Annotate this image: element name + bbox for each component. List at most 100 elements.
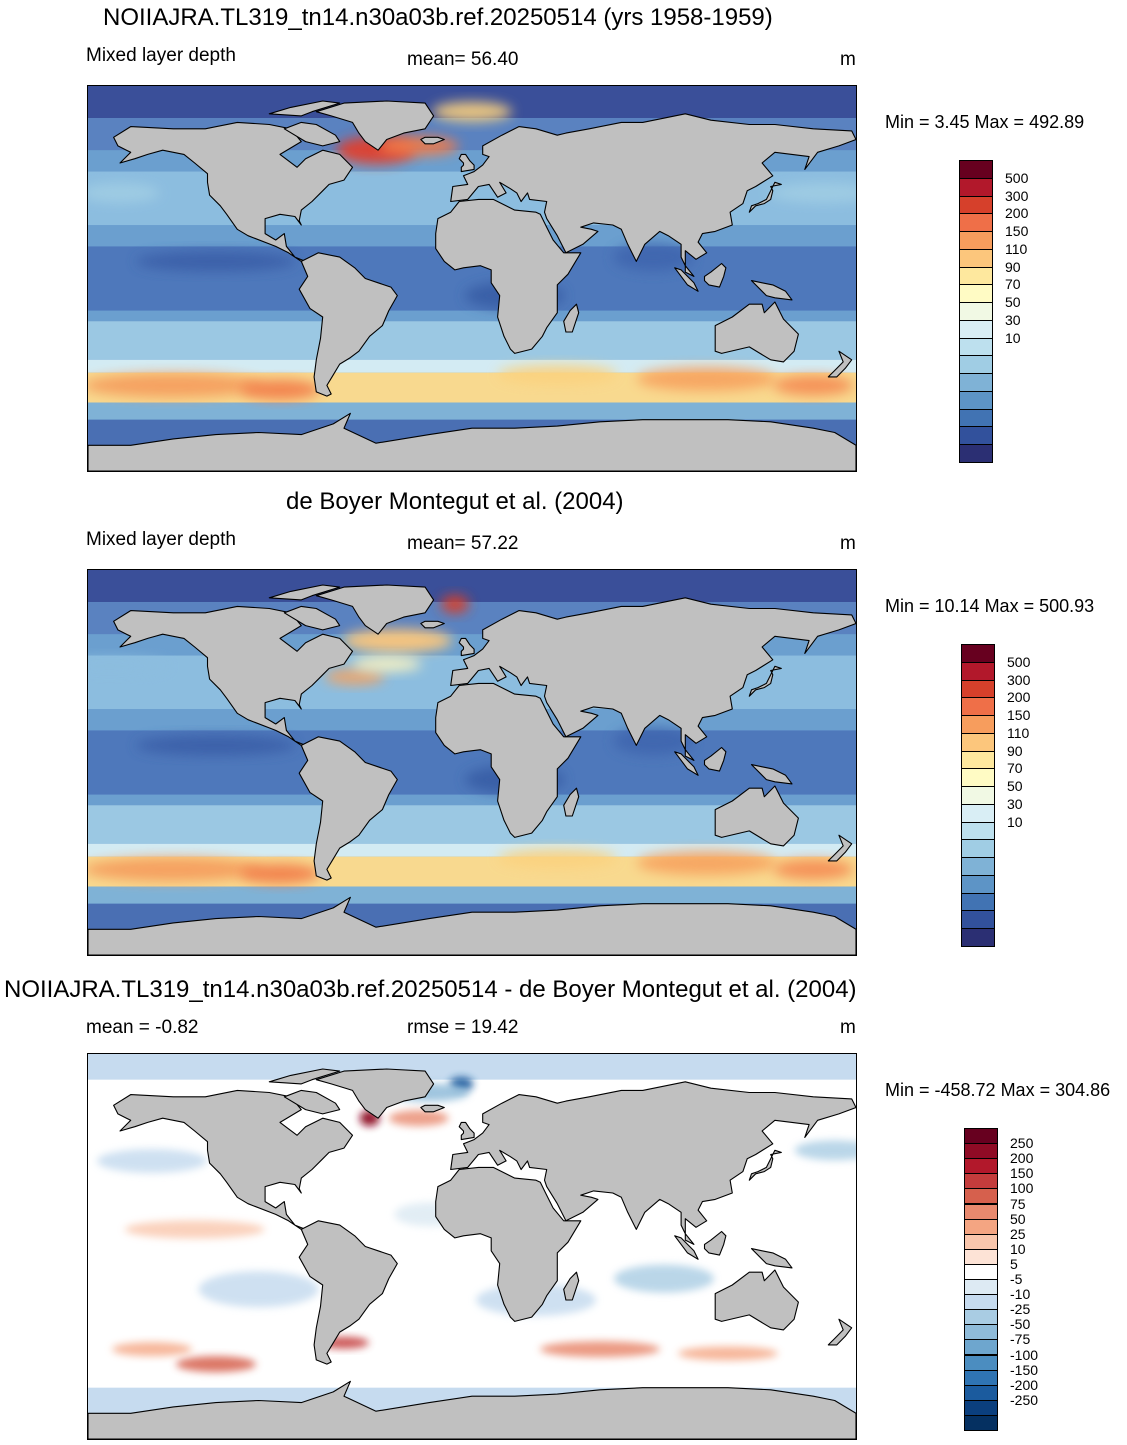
ocean-field-patch	[794, 1140, 856, 1161]
land-iceland	[420, 136, 445, 145]
ocean-field-patch	[636, 367, 777, 392]
land-northAmerica	[113, 605, 354, 746]
colorbar-swatch	[961, 892, 995, 912]
land-greenland	[315, 584, 435, 635]
colorbar-swatch	[964, 1279, 998, 1296]
colorbar-swatch	[959, 444, 993, 463]
panel-3-mean-label: mean = -0.82	[86, 1017, 199, 1038]
nordic-sea-patch	[432, 101, 512, 122]
colorbar-label: 75	[1010, 1195, 1026, 1212]
land-southAmerica	[298, 252, 398, 397]
ocean-field-patch	[112, 1342, 192, 1357]
colorbar-swatch	[964, 1294, 998, 1311]
subantarctic-north-band	[88, 843, 856, 857]
panel-2-map	[87, 569, 857, 956]
land-newGuinea	[750, 1248, 793, 1269]
colorbar-swatch	[964, 1324, 998, 1341]
colorbar-swatch	[961, 839, 995, 859]
colorbar-label: 300	[1005, 187, 1029, 204]
colorbar-label: 50	[1010, 1210, 1026, 1227]
panel-2-minmax: Min = 10.14 Max = 500.93	[885, 596, 1095, 616]
land-japan	[748, 1149, 782, 1181]
ocean-field-patch	[636, 851, 777, 876]
colorbar-swatch	[961, 750, 995, 770]
ocean-field-patch	[240, 379, 320, 400]
colorbar-swatch	[964, 1369, 998, 1386]
colorbar-label: -100	[1010, 1346, 1039, 1363]
colorbar-swatch	[959, 390, 993, 410]
colorbar-label: 150	[1010, 1165, 1034, 1182]
land-iceland	[420, 620, 445, 629]
ocean-field-patch	[240, 863, 320, 884]
ocean-field-patch	[136, 251, 296, 272]
land-newZealand	[827, 1318, 853, 1346]
land-newGuinea	[750, 764, 793, 785]
land-southAmerica	[298, 736, 398, 881]
land-uk	[458, 1121, 475, 1141]
colorbar-swatch	[961, 821, 995, 841]
colorbar-swatch	[964, 1384, 998, 1401]
colorbar-swatch	[959, 248, 993, 268]
colorbar-swatch	[964, 1414, 998, 1431]
irminger-sea-patch	[378, 135, 459, 156]
colorbar-swatch	[961, 679, 995, 699]
colorbar-swatch	[964, 1143, 998, 1160]
ocean-field-patch	[88, 182, 160, 203]
land-antarctica	[88, 412, 856, 471]
colorbar-label: 90	[1007, 742, 1023, 759]
colorbar-swatch	[964, 1188, 998, 1205]
panel-1-units: m	[840, 49, 856, 70]
colorbar-label: 10	[1005, 329, 1021, 346]
land-australia	[714, 301, 799, 363]
land-eurasia	[450, 597, 856, 761]
colorbar-swatch	[959, 319, 993, 339]
ocean-field-patch	[97, 1148, 207, 1173]
colorbar-label: 500	[1005, 169, 1029, 186]
colorbar-label: -5	[1010, 1271, 1023, 1287]
colorbar-swatch	[959, 266, 993, 286]
colorbar-swatch	[964, 1263, 998, 1280]
colorbar-label: 90	[1005, 258, 1021, 275]
colorbar-swatch	[964, 1173, 998, 1190]
colorbar-swatch	[964, 1339, 998, 1356]
colorbar-swatch	[961, 874, 995, 894]
ocean-field-patch	[176, 1356, 256, 1373]
ocean-field-patch	[88, 373, 264, 398]
colorbar-swatch	[959, 355, 993, 375]
panel-1-minmax: Min = 3.45 Max = 492.89	[885, 112, 1085, 132]
colorbar-label: 200	[1005, 205, 1029, 222]
colorbar-label: 150	[1007, 707, 1031, 724]
land-madagascar	[563, 303, 580, 333]
land-ellesmere	[268, 100, 341, 117]
colorbar-swatch	[961, 697, 995, 717]
panel-2-title: de Boyer Montegut et al. (2004)	[286, 488, 624, 515]
gulf-stream-patch	[324, 668, 385, 685]
colorbar-label: 50	[1005, 294, 1021, 311]
land-sumatra	[674, 1235, 699, 1260]
nordic-sea-deep-patch	[440, 595, 469, 614]
colorbar-swatch	[961, 786, 995, 805]
colorbar-label: 70	[1005, 276, 1021, 293]
panel-3-colorbar: 250 200 150 100 75 50 25 10 5 -5 -10 -25 -50 -75 -100-…	[964, 1128, 1038, 1431]
land-southAmerica	[298, 1220, 398, 1365]
land-japan	[748, 181, 782, 213]
colorbar-swatch	[959, 408, 993, 428]
colorbar-swatch	[959, 195, 993, 215]
panel-1-title: NOIIAJRA.TL319_tn14.n30a03b.ref.20250514…	[103, 4, 773, 31]
panel-2-units: m	[840, 533, 856, 554]
colorbar-label: 200	[1007, 689, 1031, 706]
antarctic-margin-band	[88, 402, 856, 420]
land-australia	[714, 785, 799, 847]
land-borneo	[703, 746, 727, 772]
colorbar-label: 25	[1010, 1225, 1026, 1242]
colorbar-label: 50	[1007, 778, 1023, 795]
colorbar-swatch	[959, 177, 993, 197]
colorbar-swatch	[959, 302, 993, 321]
land-borneo	[703, 262, 727, 288]
land-greenland	[315, 1068, 435, 1119]
land-sumatra	[674, 267, 699, 292]
land-uk	[458, 153, 475, 173]
colorbar-swatch	[959, 337, 993, 357]
subpolar-gyre-patch	[342, 628, 453, 653]
ocean-field-patch	[678, 1346, 778, 1361]
